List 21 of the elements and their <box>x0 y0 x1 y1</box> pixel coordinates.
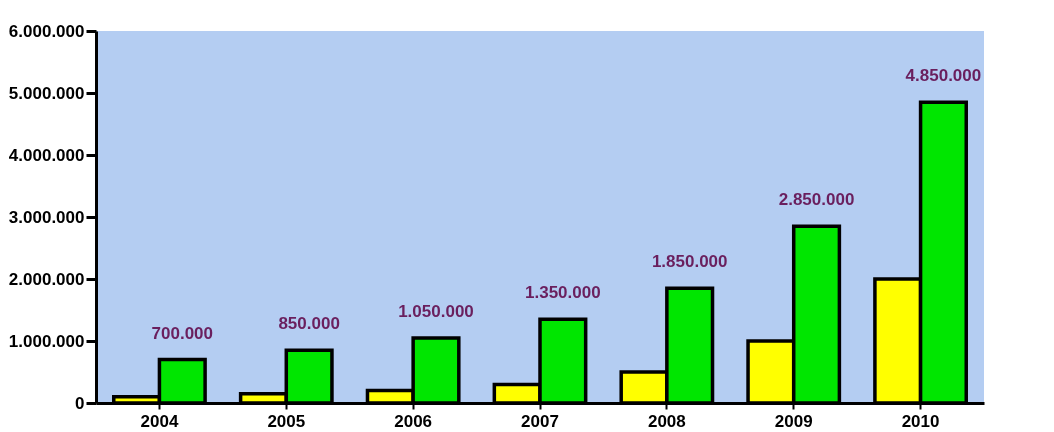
x-tick-label: 2004 <box>140 411 179 431</box>
x-tick-label: 2009 <box>774 411 813 431</box>
y-tick-label: 0 <box>75 393 85 413</box>
x-tick-label: 2006 <box>394 411 433 431</box>
data-label: 700.000 <box>151 323 213 343</box>
x-tick-label: 2010 <box>901 411 940 431</box>
data-label: 2.850.000 <box>778 190 855 210</box>
data-label: 850.000 <box>278 314 340 334</box>
data-label: 1.050.000 <box>398 301 474 321</box>
x-tick-label: 2008 <box>647 411 686 431</box>
data-label: 1.350.000 <box>525 283 601 303</box>
data-label: 1.850.000 <box>651 252 728 272</box>
y-tick-label: 2.000.000 <box>8 269 85 289</box>
x-tick-label: 2005 <box>267 411 306 431</box>
y-tick-label: 5.000.000 <box>8 83 85 103</box>
data-label: 4.850.000 <box>905 66 982 86</box>
y-tick-label: 1.000.000 <box>8 331 85 351</box>
x-tick-label: 2007 <box>521 411 559 431</box>
y-tick-label: 3.000.000 <box>8 207 85 227</box>
y-tick-label: 4.000.000 <box>8 145 85 165</box>
y-tick-label: 6.000.000 <box>8 21 85 41</box>
